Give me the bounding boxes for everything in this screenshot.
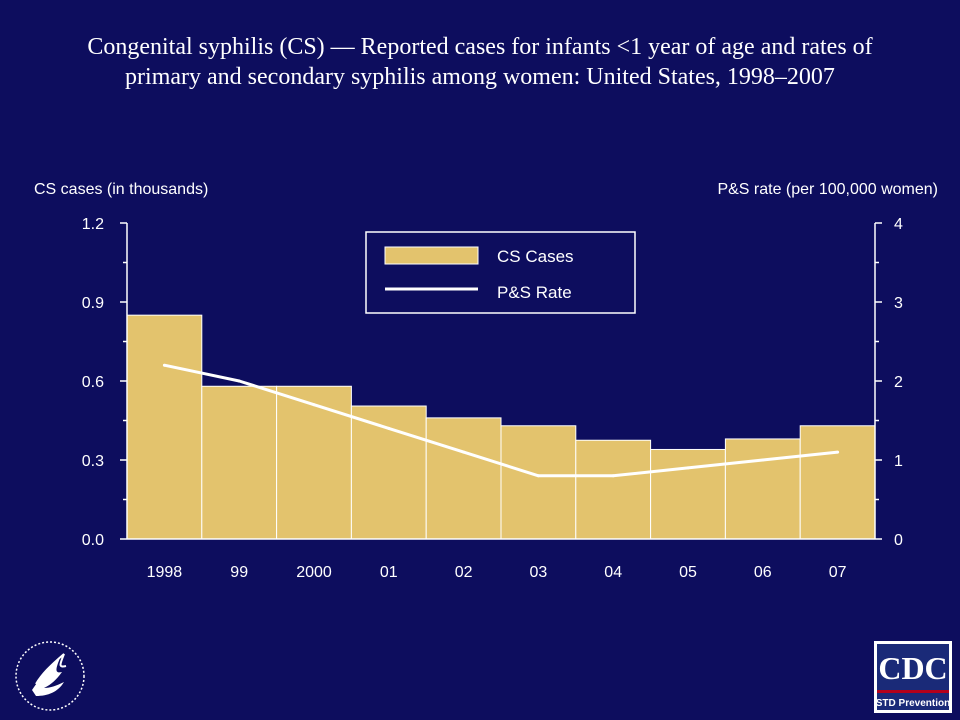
bar-cs-cases-03 [500, 425, 577, 540]
legend-box [365, 231, 636, 314]
legend-label-ps-rate: P&S Rate [497, 283, 572, 302]
x-tick-label: 03 [530, 564, 548, 581]
y-tick-label-right: 4 [894, 216, 903, 233]
y-tick-label-right: 1 [894, 453, 903, 470]
x-tick-label: 02 [455, 564, 473, 581]
std-prevention-text: STD Prevention [876, 698, 950, 709]
y-tick-label-left: 0.9 [82, 295, 104, 312]
x-tick-label: 04 [604, 564, 622, 581]
x-tick-label: 2000 [296, 564, 332, 581]
x-tick-label: 01 [380, 564, 398, 581]
y-tick-label-right: 0 [894, 532, 903, 549]
point-ps-rate-06 [761, 458, 765, 462]
point-ps-rate-01 [387, 426, 391, 430]
point-ps-rate-02 [462, 450, 466, 454]
chart-title: Congenital syphilis (CS) — Reported case… [20, 32, 940, 92]
y-tick-label-left: 0.6 [82, 374, 104, 391]
bar-cs-cases-1998 [126, 314, 203, 540]
x-tick-label: 05 [679, 564, 697, 581]
legend-swatch-cs-cases [384, 246, 479, 265]
point-ps-rate-07 [836, 450, 840, 454]
x-tick-label: 06 [754, 564, 772, 581]
title-line-2: primary and secondary syphilis among wom… [125, 64, 835, 90]
y-tick-label-left: 1.2 [82, 216, 104, 233]
x-tick-label: 99 [230, 564, 248, 581]
point-ps-rate-03 [536, 474, 540, 478]
point-ps-rate-99 [237, 379, 241, 383]
bar-cs-cases-06 [724, 438, 801, 540]
bar-cs-cases-02 [425, 417, 502, 540]
line-ps-rate [164, 363, 838, 478]
cdc-logo-text: CDC [878, 650, 947, 686]
bar-cs-cases-01 [350, 405, 427, 540]
legend-label-cs-cases: CS Cases [497, 247, 574, 266]
bar-cs-cases-99 [201, 385, 278, 540]
point-ps-rate-05 [686, 466, 690, 470]
x-tick-label: 1998 [147, 564, 183, 581]
y-tick-label-right: 3 [894, 295, 903, 312]
bar-cs-cases-07 [799, 425, 876, 540]
cdc-logo: CDC STD Prevention [874, 641, 952, 713]
title-line-1: Congenital syphilis (CS) — Reported case… [87, 34, 873, 60]
bar-cs-cases-04 [575, 439, 652, 540]
bar-cs-cases-05 [650, 448, 726, 540]
y-tick-label-left: 0.3 [82, 453, 104, 470]
point-ps-rate-2000 [312, 403, 316, 407]
y-tick-label-right: 2 [894, 374, 903, 391]
y-axis-title-right: P&S rate (per 100,000 women) [717, 181, 938, 198]
x-tick-label: 07 [829, 564, 847, 581]
hhs-seal-logo [15, 641, 85, 711]
bar-cs-cases-2000 [276, 385, 352, 540]
point-ps-rate-04 [611, 474, 615, 478]
point-ps-rate-1998 [162, 363, 166, 367]
y-tick-label-left: 0.0 [82, 532, 104, 549]
y-axis-title-left: CS cases (in thousands) [34, 181, 209, 198]
